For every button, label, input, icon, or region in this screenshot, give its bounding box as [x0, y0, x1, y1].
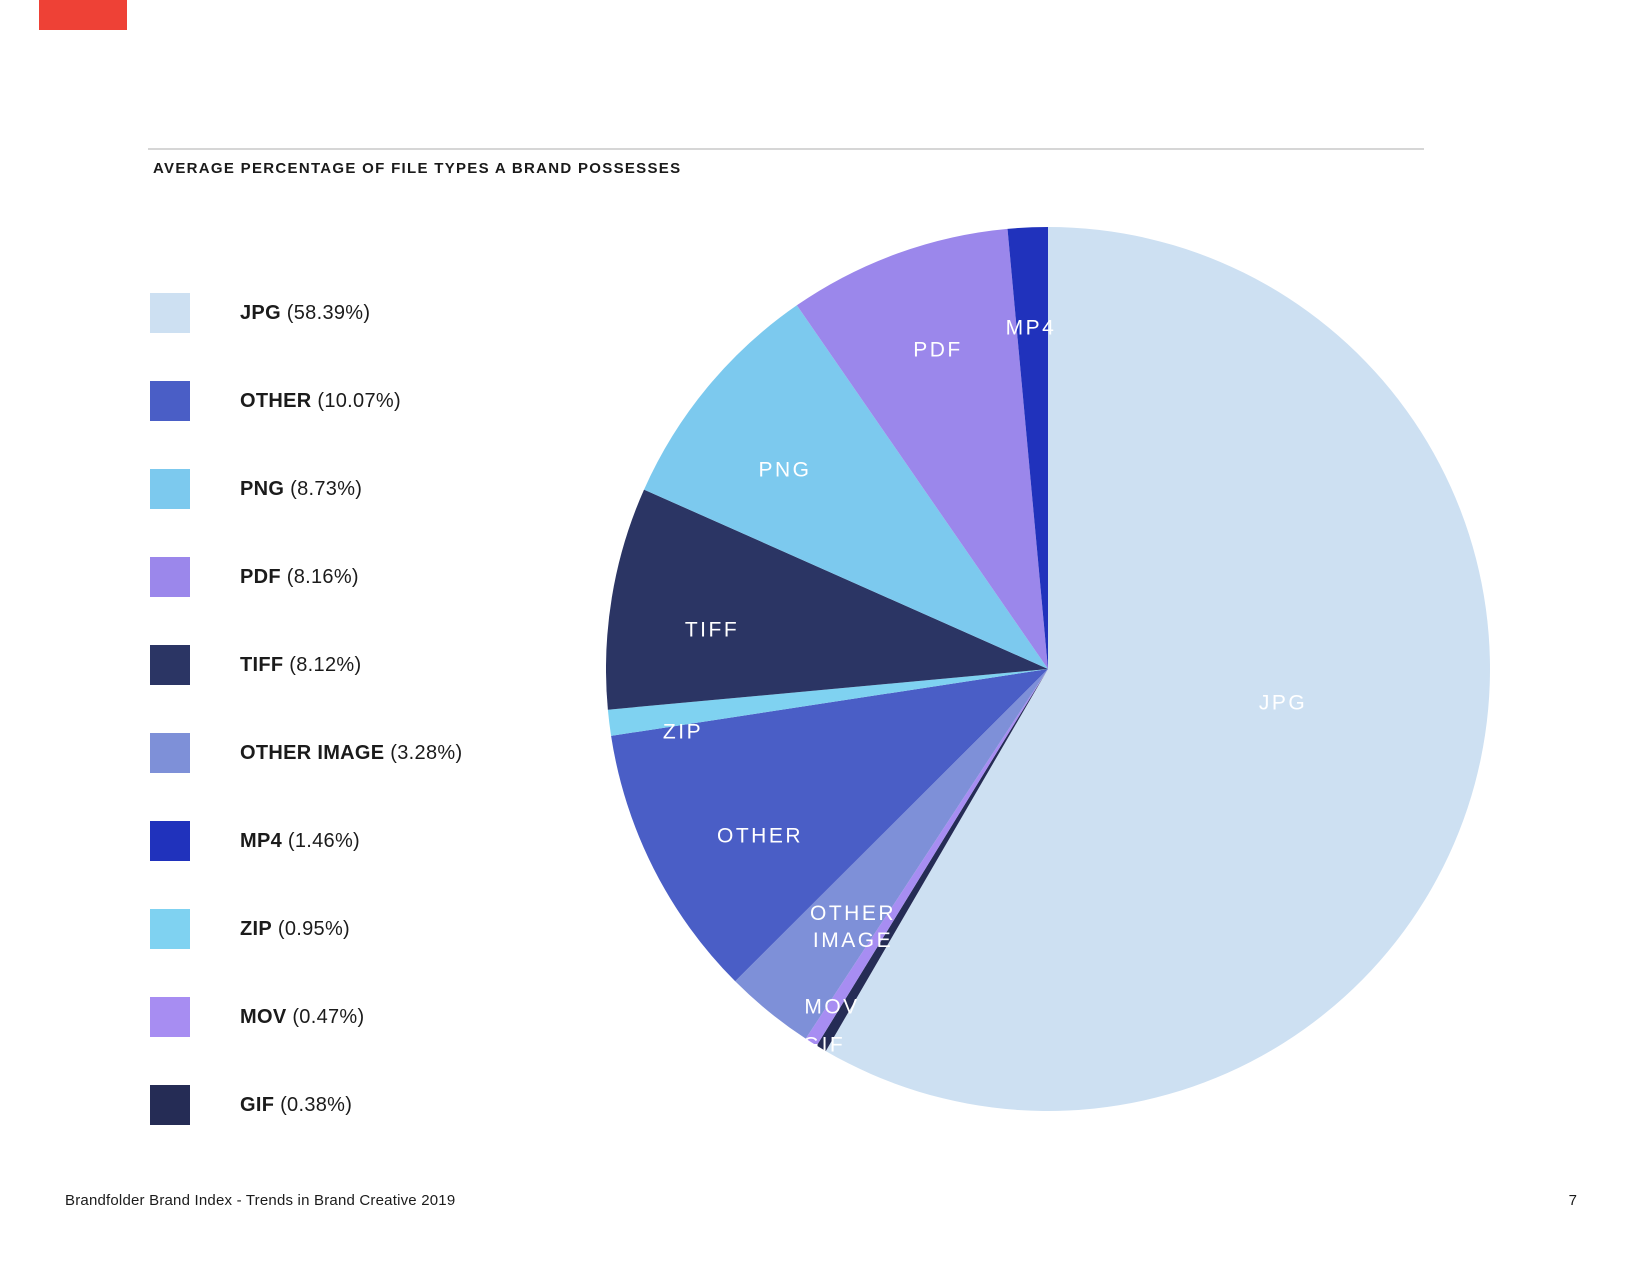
- legend-label-mov: MOV (0.47%): [240, 1005, 365, 1028]
- pie-slice-jpg: [825, 227, 1490, 1111]
- legend-swatch-gif: [150, 1085, 190, 1125]
- legend-item-jpg: JPG (58.39%): [150, 293, 462, 333]
- pie-label-zip: ZIP: [662, 720, 704, 744]
- legend-swatch-mov: [150, 997, 190, 1037]
- legend-item-pdf: PDF (8.16%): [150, 557, 462, 597]
- legend-label-png: PNG (8.73%): [240, 477, 363, 500]
- divider-line: [148, 148, 1424, 150]
- pie-slice-zip: [607, 669, 1048, 736]
- pie-slice-mov: [805, 669, 1048, 1046]
- legend-swatch-png: [150, 469, 190, 509]
- legend-item-png: PNG (8.73%): [150, 469, 462, 509]
- pie-label-mp4: MP4: [1005, 316, 1057, 340]
- legend-item-mov: MOV (0.47%): [150, 997, 462, 1037]
- legend-label-mp4: MP4 (1.46%): [240, 829, 361, 852]
- pie-slice-png: [644, 305, 1048, 669]
- legend-swatch-other-image: [150, 733, 190, 773]
- pie-slice-other-image: [735, 669, 1048, 1039]
- legend-swatch-tiff: [150, 645, 190, 685]
- legend-swatch-mp4: [150, 821, 190, 861]
- pie-label-jpg: JPG: [1258, 691, 1308, 715]
- pie-slice-gif: [816, 669, 1048, 1052]
- legend-item-gif: GIF (0.38%): [150, 1085, 462, 1125]
- pie-slice-mp4: [1007, 227, 1048, 669]
- chart-legend: JPG (58.39%) OTHER (10.07%) PNG (8.73%) …: [150, 293, 462, 1125]
- legend-label-other: OTHER (10.07%): [240, 389, 401, 412]
- legend-label-zip: ZIP (0.95%): [240, 917, 351, 940]
- brand-accent-bar: [39, 0, 127, 30]
- pie-slice-pdf: [796, 228, 1048, 669]
- legend-label-jpg: JPG (58.39%): [240, 301, 371, 324]
- legend-swatch-pdf: [150, 557, 190, 597]
- pie-slice-tiff: [606, 489, 1048, 710]
- legend-item-zip: ZIP (0.95%): [150, 909, 462, 949]
- page-number: 7: [1568, 1192, 1577, 1209]
- chart-title: AVERAGE PERCENTAGE OF FILE TYPES A BRAND…: [153, 160, 682, 177]
- legend-item-other: OTHER (10.07%): [150, 381, 462, 421]
- legend-item-other-image: OTHER IMAGE (3.28%): [150, 733, 462, 773]
- pie-label-png: PNG: [758, 458, 812, 482]
- pie-label-other-image: OTHER IMAGE: [810, 902, 896, 952]
- pie-label-tiff: TIFF: [684, 618, 740, 642]
- pie-label-mov: MOV: [804, 995, 860, 1019]
- legend-label-pdf: PDF (8.16%): [240, 565, 359, 588]
- legend-label-gif: GIF (0.38%): [240, 1093, 353, 1116]
- pie-label-other: OTHER: [717, 824, 803, 848]
- pie-label-gif: GIF: [802, 1033, 846, 1057]
- footer-text: Brandfolder Brand Index - Trends in Bran…: [65, 1192, 456, 1209]
- legend-label-tiff: TIFF (8.12%): [240, 653, 362, 676]
- pie-label-pdf: PDF: [913, 338, 963, 362]
- legend-swatch-jpg: [150, 293, 190, 333]
- pie-slice-other: [611, 669, 1048, 982]
- legend-swatch-other: [150, 381, 190, 421]
- legend-label-other-image: OTHER IMAGE (3.28%): [240, 741, 463, 764]
- legend-item-tiff: TIFF (8.12%): [150, 645, 462, 685]
- pie-chart-svg: [606, 227, 1490, 1111]
- legend-swatch-zip: [150, 909, 190, 949]
- legend-item-mp4: MP4 (1.46%): [150, 821, 462, 861]
